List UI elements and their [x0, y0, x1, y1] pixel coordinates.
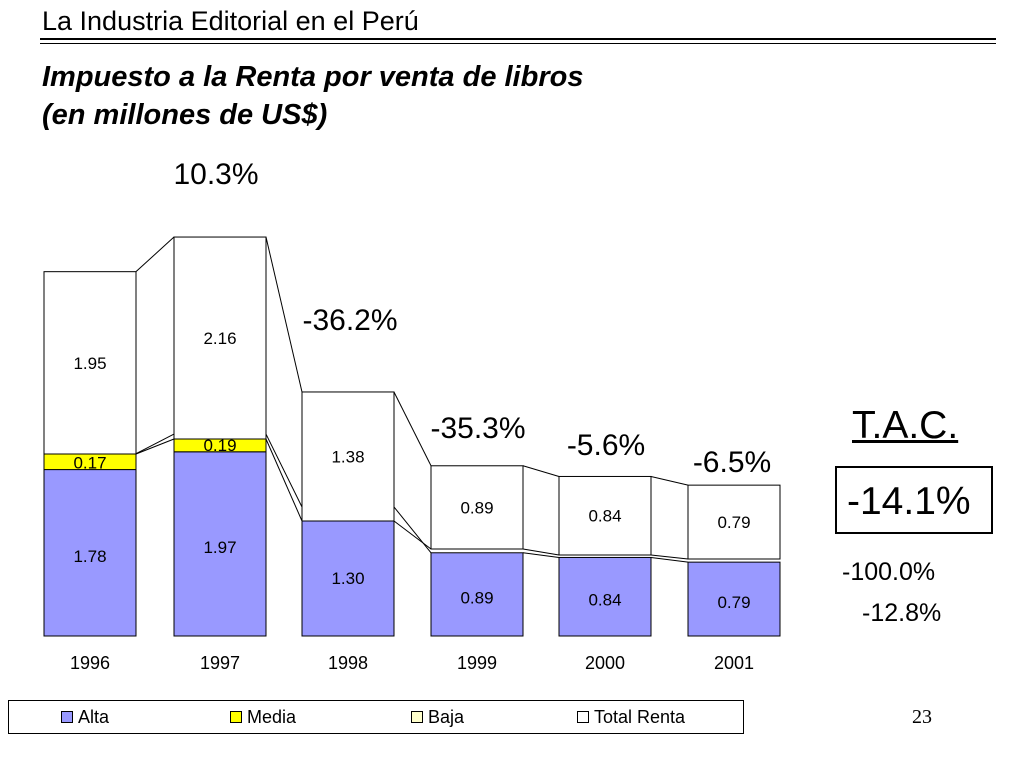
tac-label: T.A.C.: [852, 404, 959, 447]
connector-line: [393, 520, 432, 550]
legend-swatch-total-renta: [577, 711, 589, 723]
data-label-total-renta: 0.89: [460, 498, 493, 517]
tac-total-rate: -12.8%: [862, 599, 942, 627]
legend-item-alta: Alta: [61, 707, 109, 727]
connector-line: [650, 556, 689, 563]
legend: Alta Media Baja Total Renta: [8, 700, 744, 734]
data-label-total-renta: 0.79: [717, 513, 750, 532]
legend-item-total-renta: Total Renta: [577, 707, 685, 727]
chart-title-line-2: (en millones de US$): [42, 99, 328, 131]
connector-line: [650, 554, 689, 560]
bar-total-renta: [558, 475, 652, 556]
legend-label-total-renta: Total Renta: [594, 706, 686, 727]
connector-line: [135, 438, 175, 455]
header-title: La Industria Editorial en el Perú: [42, 6, 419, 36]
data-label-alta: 1.97: [203, 538, 236, 557]
data-label-alta: 1.78: [73, 547, 106, 566]
x-tick-label: 1996: [70, 653, 110, 673]
growth-label: 10.3%: [173, 158, 258, 191]
bar-total-renta: [43, 271, 137, 455]
connector-line: [265, 433, 303, 508]
data-label-total-renta: 0.84: [588, 507, 621, 526]
growth-label: -36.2%: [302, 304, 397, 337]
bar-alta: [173, 451, 267, 637]
legend-item-baja: Baja: [411, 707, 464, 727]
tac-value: -14.1%: [847, 480, 971, 523]
legend-swatch-media: [230, 711, 242, 723]
growth-label: -35.3%: [430, 412, 525, 445]
connector-line: [393, 391, 432, 467]
data-label-alta: 0.79: [717, 593, 750, 612]
bar-alta: [430, 552, 524, 637]
bar-total-renta: [687, 484, 781, 560]
bar-total-renta: [173, 236, 267, 440]
connector-line: [135, 236, 175, 273]
data-label-alta: 1.30: [331, 569, 364, 588]
connector-line: [522, 552, 560, 558]
connector-line: [522, 548, 560, 556]
x-tick-label: 2000: [585, 653, 625, 673]
legend-label-alta: Alta: [78, 706, 110, 727]
bar-total-renta: [301, 391, 395, 522]
bar-alta: [687, 561, 781, 637]
x-tick-label: 2001: [714, 653, 754, 673]
header-rule-thin: [40, 43, 996, 44]
tac-box: [835, 466, 993, 534]
chart-title-line-1: Impuesto a la Renta por venta de libros: [42, 61, 584, 93]
legend-swatch-alta: [61, 711, 73, 723]
connector-line: [393, 506, 432, 554]
data-label-total-renta: 2.16: [203, 329, 236, 348]
legend-swatch-baja: [411, 711, 423, 723]
x-tick-label: 1998: [328, 653, 368, 673]
data-label-total-renta: 1.38: [331, 447, 364, 466]
data-label-alta: 0.89: [460, 588, 493, 607]
tac-alta-rate: -100.0%: [842, 558, 936, 586]
legend-item-media: Media: [230, 707, 296, 727]
connector-line: [522, 465, 560, 477]
bar-alta: [43, 469, 137, 637]
page-number: 23: [912, 706, 932, 728]
growth-label: -6.5%: [693, 446, 771, 479]
growth-label: -5.6%: [567, 429, 645, 462]
bar-alta: [301, 513, 395, 637]
connector-line: [135, 433, 175, 455]
x-tick-label: 1997: [200, 653, 240, 673]
connector-line: [265, 438, 303, 522]
connector-line: [265, 236, 303, 393]
data-label-media: 0.17: [73, 454, 106, 473]
data-label-total-renta: 1.95: [73, 354, 106, 373]
legend-label-media: Media: [247, 706, 297, 727]
bar-total-renta: [430, 465, 524, 550]
connector-line: [650, 475, 689, 486]
bar-alta: [558, 556, 652, 637]
header-rule: [40, 38, 996, 40]
data-label-media: 0.19: [203, 436, 236, 455]
legend-label-baja: Baja: [428, 706, 465, 727]
data-label-alta: 0.84: [588, 591, 621, 610]
x-tick-label: 1999: [457, 653, 497, 673]
